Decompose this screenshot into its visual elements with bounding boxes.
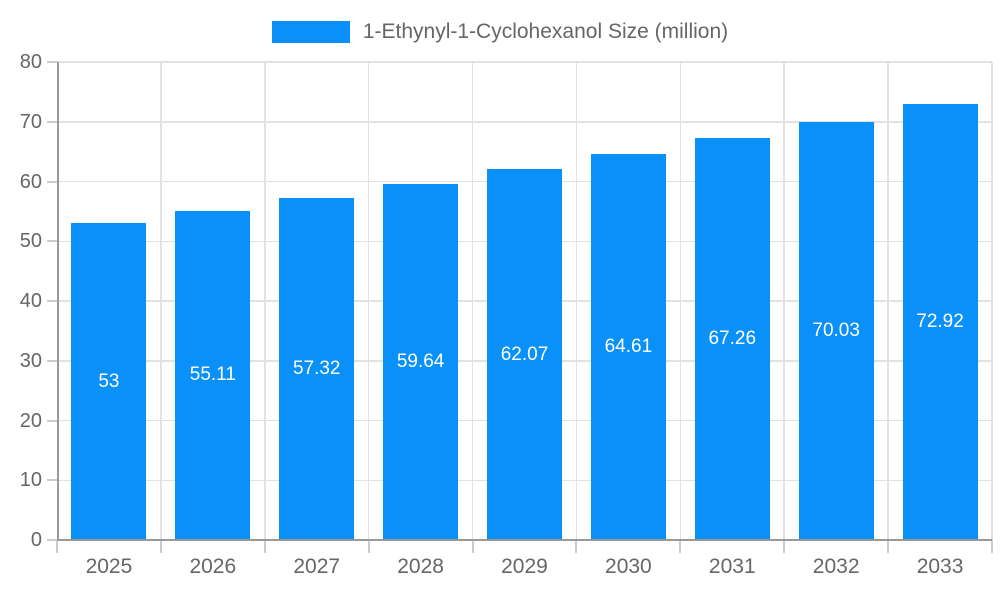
bar: 55.11 [175, 210, 251, 540]
x-gridline [575, 62, 578, 540]
y-axis-line [57, 62, 59, 540]
x-axis-tick [679, 540, 682, 553]
y-gridline [57, 121, 992, 123]
x-gridline [471, 62, 474, 540]
y-axis-tick [47, 419, 57, 422]
x-gridline [887, 62, 889, 540]
x-gridline [160, 62, 162, 540]
y-axis-label: 70 [19, 110, 42, 133]
x-axis-label: 2027 [293, 555, 341, 578]
bar-value-label: 70.03 [812, 319, 860, 341]
y-axis-label: 80 [19, 51, 42, 73]
x-axis-label: 2033 [916, 555, 964, 578]
bar-value-label: 72.92 [916, 311, 964, 333]
bar: 72.92 [902, 104, 978, 540]
bar: 57.32 [279, 197, 355, 540]
y-axis-tick [47, 300, 57, 302]
x-gridline [991, 62, 993, 540]
legend-label: 1-Ethynyl-1-Cyclohexanol Size (million) [362, 20, 729, 43]
x-axis-tick [887, 540, 890, 553]
legend-swatch-icon [271, 21, 350, 43]
y-axis-label: 60 [19, 170, 42, 193]
x-axis-label: 2029 [501, 555, 548, 578]
bar-value-label: 64.61 [604, 335, 653, 357]
x-axis-tick [159, 540, 162, 553]
y-axis-label: 0 [30, 529, 42, 551]
plot-area: 0 10 20 30 40 50 60 70 80 53 2025 55.11 2026 57.32 202… [20, 51, 993, 578]
bar: 67.26 [694, 138, 770, 540]
x-axis-tick [263, 540, 266, 553]
x-axis-line [57, 539, 992, 541]
y-axis-label: 30 [19, 349, 42, 372]
bar-value-label: 55.11 [189, 364, 236, 386]
y-axis-tick [47, 61, 57, 63]
x-axis-label: 2025 [85, 555, 133, 578]
x-gridline [264, 62, 266, 540]
y-axis-tick [47, 240, 57, 243]
bar: 62.07 [487, 169, 562, 540]
x-axis-label: 2032 [812, 555, 860, 578]
x-axis-label: 2030 [605, 555, 652, 578]
x-axis-tick [471, 540, 474, 553]
bar: 53 [71, 223, 147, 540]
x-axis-label: 2026 [189, 555, 237, 578]
bar-value-label: 59.64 [396, 350, 445, 372]
y-gridline [57, 61, 992, 63]
x-axis-label: 2028 [397, 555, 444, 578]
x-gridline [783, 62, 785, 540]
y-axis-label: 50 [19, 230, 42, 253]
x-axis-tick [991, 540, 993, 553]
y-axis-tick [47, 180, 57, 183]
y-axis-tick [47, 120, 57, 123]
bar: 70.03 [798, 121, 874, 540]
y-axis-label: 10 [19, 469, 42, 492]
y-axis-tick [47, 359, 57, 362]
legend: 1-Ethynyl-1-Cyclohexanol Size (million) [0, 20, 1000, 44]
x-axis-tick [575, 540, 578, 553]
bar-value-label: 67.26 [708, 328, 757, 350]
x-gridline [367, 62, 370, 540]
x-axis-tick [367, 540, 370, 553]
bar-value-label: 53 [98, 370, 120, 392]
y-axis-tick [47, 539, 57, 541]
legend-item[interactable]: 1-Ethynyl-1-Cyclohexanol Size (million) [271, 20, 729, 44]
y-axis-tick [47, 479, 57, 482]
bar: 59.64 [383, 183, 459, 540]
x-axis-label: 2031 [708, 555, 756, 578]
x-gridline [679, 62, 682, 540]
bar: 64.61 [590, 153, 666, 540]
y-axis-label: 40 [19, 290, 42, 312]
bar-value-label: 62.07 [500, 343, 549, 365]
y-axis-label: 20 [19, 409, 42, 432]
bar-value-label: 57.32 [292, 357, 341, 379]
x-axis-tick [56, 540, 58, 553]
x-axis-tick [783, 540, 786, 553]
